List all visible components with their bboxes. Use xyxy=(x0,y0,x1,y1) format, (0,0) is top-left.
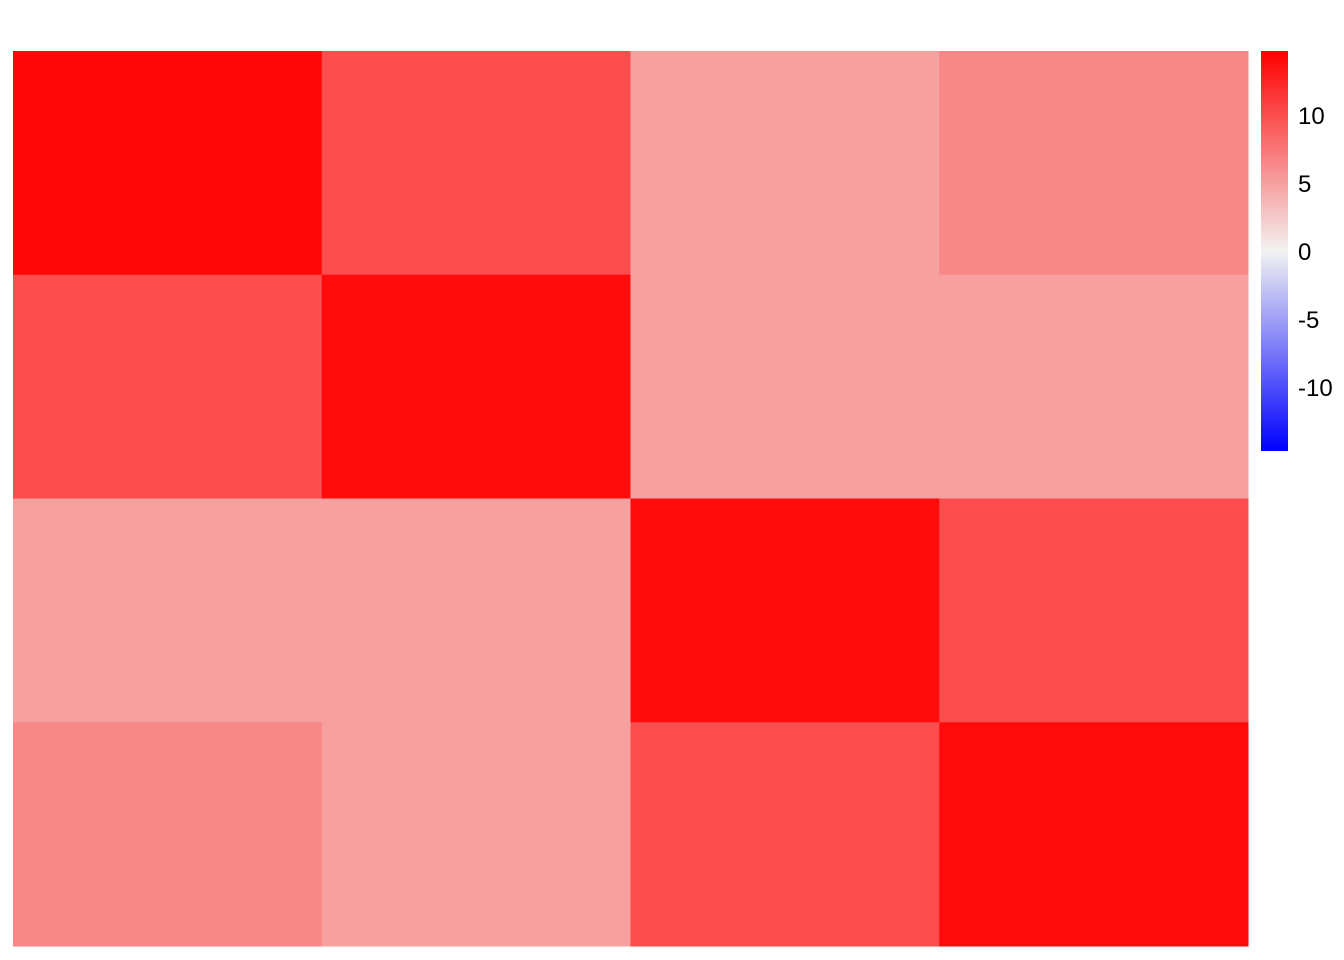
color-legend-ticks: 10 5 0 -5 -10 xyxy=(1298,103,1333,402)
color-legend-bar xyxy=(1261,51,1288,451)
heatmap-cell xyxy=(630,498,940,723)
heatmap-cell xyxy=(630,722,940,947)
heatmap-cell xyxy=(939,498,1249,723)
heatmap-cell xyxy=(939,51,1249,276)
legend-tick-label: 0 xyxy=(1298,239,1311,266)
heatmap-cell xyxy=(939,274,1249,499)
legend-tick-label: -10 xyxy=(1298,375,1333,402)
heatmap-cell xyxy=(321,51,631,276)
heatmap-cell xyxy=(321,274,631,499)
heatmap-cell xyxy=(939,722,1249,947)
heatmap-cells xyxy=(13,51,1249,947)
legend-tick-label: -5 xyxy=(1298,307,1319,334)
heatmap-cell xyxy=(13,51,323,276)
legend-tick-label: 5 xyxy=(1298,171,1311,198)
heatmap-cell xyxy=(321,722,631,947)
heatmap-cell xyxy=(630,51,940,276)
heatmap-cell xyxy=(13,722,323,947)
heatmap-cell xyxy=(630,274,940,499)
heatmap-cell xyxy=(13,498,323,723)
heatmap-cell xyxy=(13,274,323,499)
heatmap-cell xyxy=(321,498,631,723)
legend-tick-label: 10 xyxy=(1298,103,1325,130)
